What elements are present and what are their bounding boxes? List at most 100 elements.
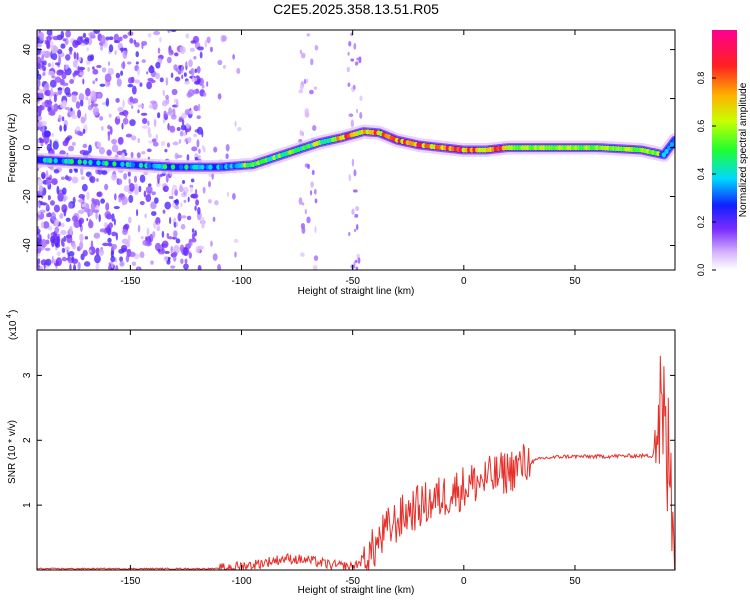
spectrogram-noise-mark	[192, 193, 199, 199]
spectrogram-noise-mark	[69, 225, 73, 235]
spectrogram-noise-mark	[171, 188, 174, 197]
spectrogram-noise-mark	[147, 183, 152, 187]
spectrogram-noise-mark	[47, 62, 52, 67]
spectrogram-noise-mark	[87, 55, 93, 62]
spectrogram-noise-mark	[50, 235, 55, 244]
spectrogram-noise-mark	[121, 62, 126, 69]
spectrogram-noise-mark	[96, 191, 102, 197]
spectrogram-noise-mark	[42, 65, 47, 72]
spectrogram-noise-mark	[37, 88, 44, 94]
spectrogram-noise-mark	[303, 78, 307, 85]
x-tick-label: -150	[120, 576, 140, 587]
spectrogram-noise-mark	[84, 112, 87, 122]
spectrogram-noise-mark	[79, 149, 87, 155]
spectrogram-noise-mark	[298, 197, 303, 205]
y-tick-label: -40	[22, 238, 33, 253]
spectrogram-noise-mark	[206, 36, 211, 44]
spectrogram-noise-mark	[51, 255, 54, 264]
spectrogram-noise-mark	[201, 84, 205, 89]
spectrogram-noise-mark	[232, 54, 235, 60]
spectrogram-noise-mark	[301, 202, 305, 206]
spectrogram-noise-mark	[146, 81, 153, 90]
spectrogram-noise-mark	[197, 155, 201, 160]
spectrogram-noise-mark	[37, 225, 40, 230]
spectrogram-noise-mark	[193, 37, 199, 41]
spectrogram-noise-mark	[212, 253, 218, 261]
spectrogram-noise-mark	[63, 124, 67, 132]
spectrogram-noise-mark	[159, 77, 164, 83]
spectrogram-noise-mark	[198, 148, 201, 154]
spectrogram-noise-mark	[237, 126, 242, 132]
spectrogram-noise-mark	[55, 257, 63, 266]
spectrogram-noise-mark	[60, 229, 67, 235]
spectrogram-noise-mark	[57, 49, 63, 55]
spectrogram-ridge-mark	[96, 160, 101, 166]
spectrogram-noise-mark	[181, 74, 184, 80]
spectrogram-noise-mark	[351, 208, 355, 215]
spectrogram-noise-mark	[141, 125, 148, 129]
spectrogram-noise-mark	[85, 87, 91, 97]
spectrogram-noise-mark	[146, 71, 149, 75]
spectrogram-noise-mark	[128, 194, 134, 204]
spectrogram-noise-mark	[164, 148, 168, 153]
spectrogram-noise-mark	[116, 178, 123, 186]
spectrogram-noise-mark	[117, 106, 124, 112]
spectrogram-noise-mark	[96, 92, 102, 99]
spectrogram-noise-mark	[39, 31, 45, 41]
spectrogram-noise-mark	[178, 65, 182, 69]
spectrogram-noise-mark	[37, 116, 43, 121]
spectrogram-noise-mark	[73, 264, 77, 270]
spectrogram-noise-mark	[71, 94, 77, 103]
spectrogram-noise-mark	[161, 240, 169, 249]
spectrogram-noise-mark	[173, 64, 178, 71]
spectrogram-noise-mark	[77, 199, 84, 203]
y-tick-label: 3	[22, 372, 33, 378]
spectrogram-noise-mark	[195, 245, 201, 254]
spectrogram-noise-mark	[137, 68, 140, 76]
spectrogram-noise-mark	[99, 35, 106, 45]
spectrogram-noise-mark	[150, 79, 156, 84]
spectrogram-noise-mark	[72, 60, 78, 68]
spectrogram-noise-mark	[79, 241, 84, 250]
spectrogram-noise-mark	[86, 47, 89, 52]
spectrogram-noise-mark	[348, 40, 352, 47]
spectrogram-noise-mark	[81, 176, 85, 181]
spectrogram-noise-mark	[167, 30, 171, 33]
spectrogram-noise-mark	[176, 127, 181, 132]
spectrogram-noise-mark	[151, 211, 157, 217]
spectrogram-ridge-mark	[82, 159, 88, 165]
spectrogram-noise-mark	[357, 257, 361, 264]
spectrogram-noise-mark	[157, 112, 161, 119]
spectrogram-ridge-mark	[672, 138, 675, 144]
spectrogram-noise-mark	[137, 104, 144, 108]
spectrogram-noise-mark	[122, 99, 125, 108]
spectrogram-noise-mark	[186, 153, 190, 162]
spectrogram-noise-mark	[69, 263, 72, 270]
spectrogram-noise-mark	[350, 58, 355, 62]
spectrogram-noise-mark	[137, 267, 140, 270]
spectrogram-noise-mark	[113, 40, 121, 44]
spectrogram-noise-mark	[77, 65, 80, 75]
spectrogram-noise-mark	[110, 255, 116, 263]
spectrogram-noise-mark	[85, 96, 89, 101]
spectrogram-ridge-mark	[112, 161, 117, 167]
spectrogram-noise-mark	[313, 188, 317, 195]
spectrogram-noise-mark	[42, 221, 50, 229]
spectrogram-noise-mark	[232, 193, 236, 200]
spectrogram-noise-mark	[96, 64, 102, 69]
spectrogram-noise-mark	[59, 213, 64, 219]
spectrogram-noise-mark	[133, 79, 141, 84]
spectrogram-noise-mark	[37, 245, 42, 249]
spectrogram-noise-mark	[107, 237, 112, 243]
spectrogram-noise-mark	[191, 146, 198, 152]
spectrogram-noise-mark	[233, 238, 239, 244]
spectrogram-noise-mark	[78, 93, 85, 102]
spectrogram-noise-mark	[154, 197, 159, 204]
spectrogram-noise-mark	[190, 40, 196, 44]
spectrogram-noise-mark	[115, 264, 119, 270]
spectrogram-noise-mark	[107, 124, 111, 130]
spectrogram-noise-mark	[155, 61, 161, 69]
spectrogram-noise-mark	[170, 30, 177, 33]
spectrogram-noise-mark	[37, 79, 41, 88]
